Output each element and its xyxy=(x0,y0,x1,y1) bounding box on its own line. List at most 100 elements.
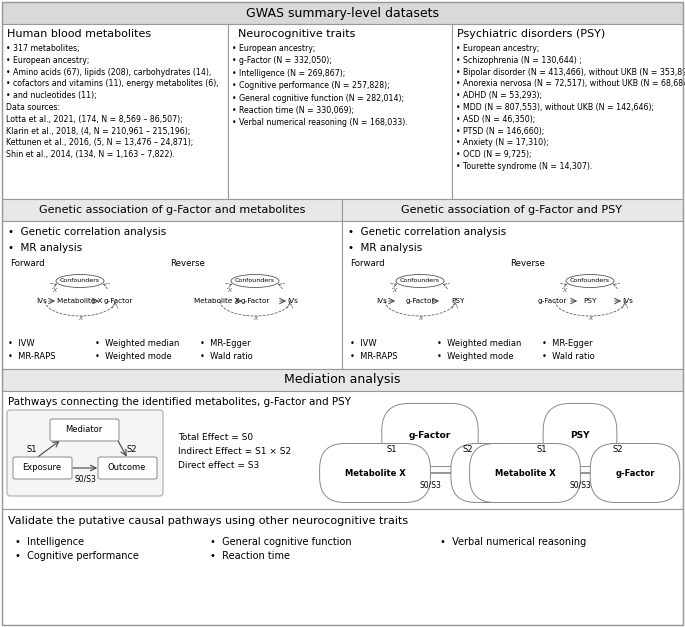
Text: • ASD (N = 46,350);: • ASD (N = 46,350); xyxy=(456,115,535,124)
Bar xyxy=(228,24,452,199)
Text: •  IVW: • IVW xyxy=(8,339,35,348)
Text: Forward: Forward xyxy=(10,259,45,268)
Text: • Intelligence (N = 269,867);: • Intelligence (N = 269,867); xyxy=(232,69,345,78)
Text: X: X xyxy=(253,317,257,322)
Text: PSY: PSY xyxy=(584,298,597,304)
Bar xyxy=(342,199,683,221)
Text: S1: S1 xyxy=(537,446,547,455)
Text: • cofactors and vitamins (11), energy metabolites (6),: • cofactors and vitamins (11), energy me… xyxy=(6,80,219,88)
Bar xyxy=(2,199,342,221)
Ellipse shape xyxy=(566,275,614,288)
Text: • European ancestry;: • European ancestry; xyxy=(232,44,315,53)
Text: •  Weighted median: • Weighted median xyxy=(95,339,179,348)
Text: IVs: IVs xyxy=(36,298,47,304)
Text: X: X xyxy=(78,317,82,322)
Text: Mediation analysis: Mediation analysis xyxy=(284,374,401,386)
Text: Metabolite X: Metabolite X xyxy=(57,298,103,304)
Text: Metabolite X: Metabolite X xyxy=(495,468,556,478)
Text: X: X xyxy=(227,288,231,293)
Ellipse shape xyxy=(396,275,444,288)
FancyBboxPatch shape xyxy=(98,457,157,479)
Text: • OCD (N = 9,725);: • OCD (N = 9,725); xyxy=(456,150,532,159)
Text: Human blood metabolites: Human blood metabolites xyxy=(7,29,151,39)
Text: PSY: PSY xyxy=(476,468,494,478)
Text: Total Effect = S0: Total Effect = S0 xyxy=(178,433,253,442)
Text: •  Reaction time: • Reaction time xyxy=(210,551,290,561)
Text: g-Factor: g-Factor xyxy=(406,298,435,304)
Text: S0/S3: S0/S3 xyxy=(569,480,591,490)
Text: Psychiatric disorders (PSY): Psychiatric disorders (PSY) xyxy=(457,29,606,39)
Text: Indirect Effect = S1 × S2: Indirect Effect = S1 × S2 xyxy=(178,447,291,456)
Text: •  Weighted median: • Weighted median xyxy=(437,339,521,348)
Text: • General cognitive function (N = 282,014);: • General cognitive function (N = 282,01… xyxy=(232,93,404,103)
FancyBboxPatch shape xyxy=(13,457,72,479)
Text: Neurocognitive traits: Neurocognitive traits xyxy=(238,29,356,39)
Text: g-Factor: g-Factor xyxy=(103,298,133,304)
Bar xyxy=(2,24,228,199)
Bar xyxy=(342,221,683,369)
Text: •  Genetic correlation analysis: • Genetic correlation analysis xyxy=(348,227,506,237)
Text: Confounders: Confounders xyxy=(60,278,100,283)
Text: S0/S3: S0/S3 xyxy=(419,480,441,490)
Ellipse shape xyxy=(56,275,104,288)
Text: • Anxiety (N = 17,310);: • Anxiety (N = 17,310); xyxy=(456,139,549,147)
Text: S0/S3: S0/S3 xyxy=(74,475,96,483)
Text: X: X xyxy=(562,288,566,293)
Text: g-Factor: g-Factor xyxy=(537,298,566,304)
Bar xyxy=(2,391,683,509)
Bar xyxy=(452,24,683,199)
Text: • Cognitive performance (N = 257,828);: • Cognitive performance (N = 257,828); xyxy=(232,81,390,90)
Bar xyxy=(2,2,683,24)
Text: • Reaction time (N = 330,069);: • Reaction time (N = 330,069); xyxy=(232,106,354,115)
Text: • European ancestry;: • European ancestry; xyxy=(6,56,89,65)
Text: Outcome: Outcome xyxy=(108,463,146,473)
FancyBboxPatch shape xyxy=(7,410,163,496)
Text: •  Genetic correlation analysis: • Genetic correlation analysis xyxy=(8,227,166,237)
Text: •  MR analysis: • MR analysis xyxy=(348,243,422,253)
Text: Genetic association of g-Factor and metabolites: Genetic association of g-Factor and meta… xyxy=(39,205,306,215)
Text: • Anorexia nervosa (N = 72,517), without UKB (N = 68,684);: • Anorexia nervosa (N = 72,517), without… xyxy=(456,80,685,88)
Text: X: X xyxy=(588,317,592,322)
Text: •  Intelligence: • Intelligence xyxy=(15,537,84,547)
Text: • ADHD (N = 53,293);: • ADHD (N = 53,293); xyxy=(456,91,542,100)
Text: •  IVW: • IVW xyxy=(350,339,377,348)
Text: Reverse: Reverse xyxy=(510,259,545,268)
Text: Shin et al., 2014, (134, N = 1,163 – 7,822).: Shin et al., 2014, (134, N = 1,163 – 7,8… xyxy=(6,150,175,159)
Text: Metabolite X: Metabolite X xyxy=(194,298,240,304)
Text: •  Verbal numerical reasoning: • Verbal numerical reasoning xyxy=(440,537,586,547)
Text: (b): (b) xyxy=(573,413,587,423)
Text: g-Factor: g-Factor xyxy=(240,298,270,304)
Text: (a): (a) xyxy=(423,413,437,423)
Text: S2: S2 xyxy=(613,446,623,455)
Text: S1: S1 xyxy=(387,446,397,455)
Text: Validate the putative causal pathways using other neurocognitive traits: Validate the putative causal pathways us… xyxy=(8,516,408,526)
Text: Direct effect = S3: Direct effect = S3 xyxy=(178,461,259,470)
Text: • Verbal numerical reasoning (N = 168,033).: • Verbal numerical reasoning (N = 168,03… xyxy=(232,119,408,127)
Text: Lotta et al., 2021, (174, N = 8,569 – 86,507);: Lotta et al., 2021, (174, N = 8,569 – 86… xyxy=(6,115,183,124)
Text: • MDD (N = 807,553), without UKB (N = 142,646);: • MDD (N = 807,553), without UKB (N = 14… xyxy=(456,103,654,112)
Text: • g-Factor (N = 332,050);: • g-Factor (N = 332,050); xyxy=(232,56,332,65)
Text: S2: S2 xyxy=(127,445,137,453)
Text: Mediator: Mediator xyxy=(65,426,103,435)
Text: Pathways connecting the identified metabolites, g-Factor and PSY: Pathways connecting the identified metab… xyxy=(8,397,351,407)
Text: g-Factor: g-Factor xyxy=(409,431,451,440)
Text: S1: S1 xyxy=(27,445,37,453)
Text: X: X xyxy=(392,288,396,293)
Bar xyxy=(2,221,342,369)
Text: • Amino acids (67), lipids (208), carbohydrates (14),: • Amino acids (67), lipids (208), carboh… xyxy=(6,68,211,76)
Text: Genetic association of g-Factor and PSY: Genetic association of g-Factor and PSY xyxy=(401,205,623,215)
Bar xyxy=(2,369,683,391)
Text: X: X xyxy=(418,317,422,322)
Text: •  MR-RAPS: • MR-RAPS xyxy=(350,352,397,361)
Text: S2: S2 xyxy=(463,446,473,455)
Text: •  MR analysis: • MR analysis xyxy=(8,243,82,253)
Bar xyxy=(2,509,683,625)
Text: Data sources:: Data sources: xyxy=(6,103,60,112)
Text: • 317 metabolites;: • 317 metabolites; xyxy=(6,44,79,53)
Text: • Schizophrenia (N = 130,644) ;: • Schizophrenia (N = 130,644) ; xyxy=(456,56,582,65)
Text: Confounders: Confounders xyxy=(400,278,440,283)
Text: Forward: Forward xyxy=(350,259,384,268)
Text: PSY: PSY xyxy=(451,298,464,304)
Text: Kettunen et al., 2016, (5, N = 13,476 – 24,871);: Kettunen et al., 2016, (5, N = 13,476 – … xyxy=(6,139,193,147)
Text: •  Weighted mode: • Weighted mode xyxy=(95,352,172,361)
